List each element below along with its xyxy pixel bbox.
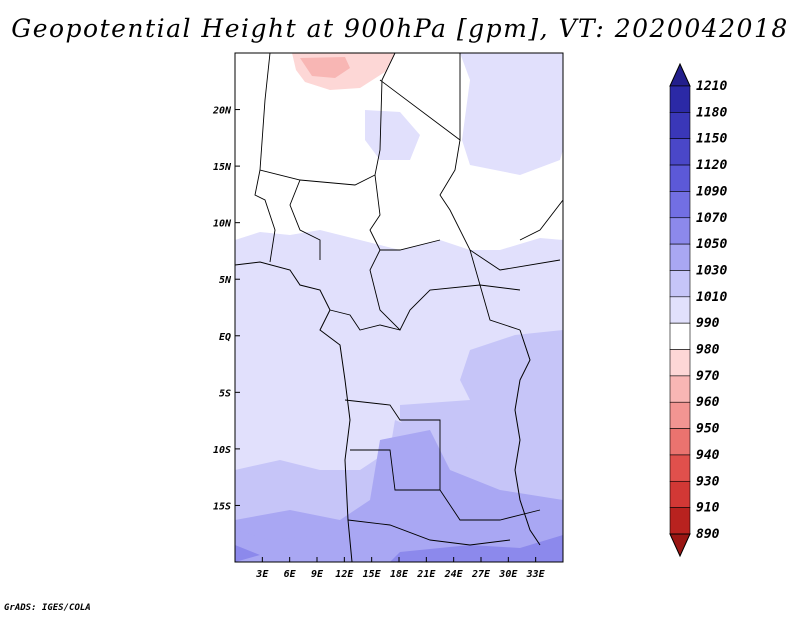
colorbar-level-label: 1030: [696, 263, 727, 278]
colorbar-level-label: 940: [696, 448, 720, 463]
map-title: Geopotential Height at 900hPa [gpm], VT:…: [11, 14, 789, 43]
colorbar-level-label: 930: [696, 474, 720, 489]
colorbar: 1210 1180 1150 1120 1090 1070 1050 1030 1010 990 9…: [669, 62, 727, 558]
contour-fill-layer: [235, 53, 563, 562]
colorbar-box: [669, 112, 691, 140]
colorbar-box: [669, 375, 691, 403]
coastline-rift-lakes: [514, 329, 541, 546]
lon-tick-label: 33E: [526, 569, 546, 580]
colorbar-level-label: 890: [696, 527, 720, 542]
colorbar-top-triangle: [669, 62, 691, 87]
colorbar-box: [669, 85, 691, 113]
lat-tick-label: 5N: [219, 275, 232, 286]
colorbar-level-label: 1050: [696, 237, 727, 252]
colorbar-level-label: 990: [696, 316, 720, 331]
colorbar-box: [669, 217, 691, 245]
lon-tick-label: 24E: [444, 569, 464, 580]
colorbar-box: [669, 138, 691, 166]
colorbar-level-label: 1150: [696, 132, 727, 147]
colorbar-box: [669, 401, 691, 429]
colorbar-box: [669, 480, 691, 508]
lon-tick-label: 18E: [390, 569, 409, 580]
colorbar-level-label: 970: [696, 369, 720, 384]
colorbar-bottom-triangle: [669, 533, 691, 558]
colorbar-box: [669, 428, 691, 456]
lat-tick-label: 10N: [213, 219, 232, 230]
colorbar-level-label: 980: [696, 343, 720, 358]
lon-tick-label: 9E: [311, 569, 324, 580]
lat-tick-label: EQ: [219, 332, 231, 343]
coastline-west: [235, 261, 353, 562]
colorbar-level-label: 1210: [696, 79, 727, 94]
colorbar-level-label: 1180: [696, 105, 727, 120]
lon-tick-label: 30E: [498, 569, 518, 580]
colorbar-level-label: 950: [696, 422, 720, 437]
colorbar-box: [669, 191, 691, 219]
colorbar-level-label: 960: [696, 395, 720, 410]
colorbar-box: [669, 454, 691, 482]
field-970-980: [300, 57, 350, 78]
axis-tick-layer: 3E 6E 9E 12E 15E 18E 21E 24E 27E 30E 33E 20N 15N 10N 5…: [212, 106, 546, 580]
lat-tick-label: 15S: [213, 501, 231, 512]
colorbar-level-label: 1120: [696, 158, 727, 173]
lat-tick-label: 20N: [212, 106, 232, 117]
colorbar-level-label: 1090: [696, 184, 727, 199]
field-1010-1030-island: [365, 110, 420, 160]
lon-tick-label: 21E: [416, 569, 436, 580]
country-borders: [254, 53, 563, 546]
lat-tick-label: 15N: [213, 162, 232, 173]
colorbar-level-label: 1070: [696, 211, 727, 226]
field-1050-1070: [235, 430, 563, 562]
colorbar-box: [669, 243, 691, 271]
lat-tick-label: 5S: [219, 388, 231, 399]
lon-tick-label: 12E: [335, 569, 354, 580]
lon-tick-label: 6E: [284, 569, 297, 580]
colorbar-box: [669, 322, 691, 350]
colorbar-box: [669, 270, 691, 298]
lat-tick-label: 10S: [213, 445, 231, 456]
grads-credit: GrADS: IGES/COLA: [4, 603, 91, 613]
colorbar-box: [669, 507, 691, 535]
colorbar-box: [669, 296, 691, 324]
colorbar-box: [669, 164, 691, 192]
colorbar-box: [669, 349, 691, 377]
field-1070-1090: [235, 535, 563, 562]
colorbar-level-label: 910: [696, 501, 720, 516]
colorbar-level-label: 1010: [696, 290, 727, 305]
lon-tick-label: 3E: [255, 569, 269, 580]
lon-tick-label: 15E: [363, 569, 382, 580]
lon-tick-label: 27E: [471, 569, 491, 580]
